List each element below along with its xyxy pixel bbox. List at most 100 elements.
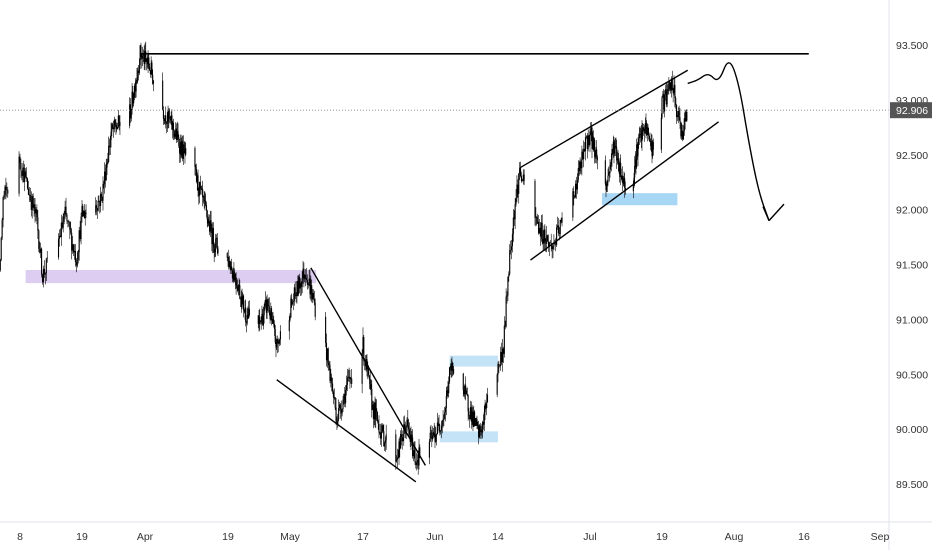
candle — [374, 396, 376, 428]
candle-body — [417, 460, 419, 466]
candle — [169, 108, 171, 124]
candle — [400, 427, 402, 446]
candle-body — [588, 135, 590, 145]
candle-body — [198, 190, 200, 196]
candle-body — [677, 110, 679, 116]
candle — [293, 283, 295, 306]
candle — [434, 425, 436, 449]
candle — [232, 267, 234, 284]
candle-body — [517, 184, 519, 194]
candle-body — [27, 188, 30, 195]
candle — [514, 198, 516, 230]
candle — [212, 222, 214, 254]
candle — [217, 246, 219, 257]
candle — [672, 87, 674, 103]
candle — [257, 315, 259, 329]
candle — [235, 272, 237, 295]
candle — [438, 414, 440, 433]
candle — [674, 78, 676, 108]
candle-body — [537, 221, 539, 224]
candle — [648, 135, 650, 142]
candle-body — [81, 206, 83, 217]
candle — [170, 111, 172, 126]
candle — [133, 92, 135, 107]
candle-body — [519, 168, 521, 174]
candle — [556, 224, 558, 247]
candle — [205, 201, 208, 218]
candle — [74, 243, 76, 267]
candle-body — [642, 127, 644, 130]
candle-body — [370, 384, 372, 389]
candle-body — [643, 129, 645, 131]
candle-body — [582, 151, 584, 160]
x-tick-label: Jun — [427, 531, 444, 543]
candle-body — [451, 362, 453, 371]
candle-body — [419, 447, 421, 458]
candle — [136, 68, 138, 85]
candle-body — [327, 348, 329, 364]
candle-body — [465, 385, 467, 391]
candle-body — [139, 45, 141, 66]
candle-body — [399, 441, 401, 449]
candle — [667, 84, 669, 96]
candle — [538, 215, 540, 235]
candle-body — [440, 430, 442, 432]
candle-body — [442, 419, 444, 421]
candle-body — [273, 324, 276, 329]
candle-body — [519, 168, 522, 177]
y-tick-label: 93.500 — [896, 40, 928, 52]
price-axis[interactable]: 93.50093.00092.50092.00091.50091.00090.5… — [888, 0, 932, 550]
candle — [168, 108, 170, 128]
candle — [580, 159, 582, 174]
candle — [266, 294, 268, 320]
candle-body — [270, 308, 272, 320]
candle-body — [545, 241, 547, 244]
candle — [542, 230, 544, 252]
candle-body — [173, 130, 175, 137]
candle-body — [32, 196, 34, 208]
candle — [612, 148, 614, 155]
candle-body — [45, 258, 47, 274]
candle — [574, 195, 576, 199]
candle-body — [379, 432, 381, 434]
candle-body — [239, 298, 242, 299]
candle — [610, 161, 612, 170]
candle-body — [638, 134, 640, 139]
candle-body — [615, 146, 617, 148]
candle-body — [504, 325, 506, 327]
candle-body — [411, 434, 413, 438]
candle-body — [183, 144, 185, 150]
candle — [483, 405, 485, 431]
candle-body — [239, 285, 241, 299]
candle — [145, 41, 147, 63]
candle — [682, 125, 684, 141]
candle-body — [100, 193, 102, 207]
candle-body — [468, 411, 470, 416]
candle — [345, 385, 347, 408]
candle-body — [640, 134, 642, 142]
candle — [351, 369, 353, 388]
candle — [260, 316, 262, 330]
candle — [686, 109, 688, 122]
candle-body — [652, 142, 654, 157]
candle-body — [299, 282, 301, 289]
candle — [113, 116, 115, 133]
candle — [453, 365, 455, 376]
time-axis[interactable]: 8 19 Apr 19 May 17 Jun 14 Jul 19 Aug 16 Sep — [0, 521, 932, 543]
candle-body — [44, 273, 46, 275]
candle-body — [40, 248, 42, 253]
candle — [486, 387, 489, 403]
candle — [496, 373, 498, 398]
candle-body — [623, 178, 625, 184]
candle — [65, 197, 67, 217]
candle-body — [559, 219, 561, 235]
candle — [675, 96, 677, 109]
candle — [634, 151, 636, 173]
x-tick-label: Aug — [725, 531, 744, 543]
candle — [261, 305, 263, 324]
x-tick-label: Jul — [583, 531, 596, 543]
candle — [640, 125, 642, 149]
candle — [203, 190, 205, 209]
candle-body — [1, 220, 3, 238]
